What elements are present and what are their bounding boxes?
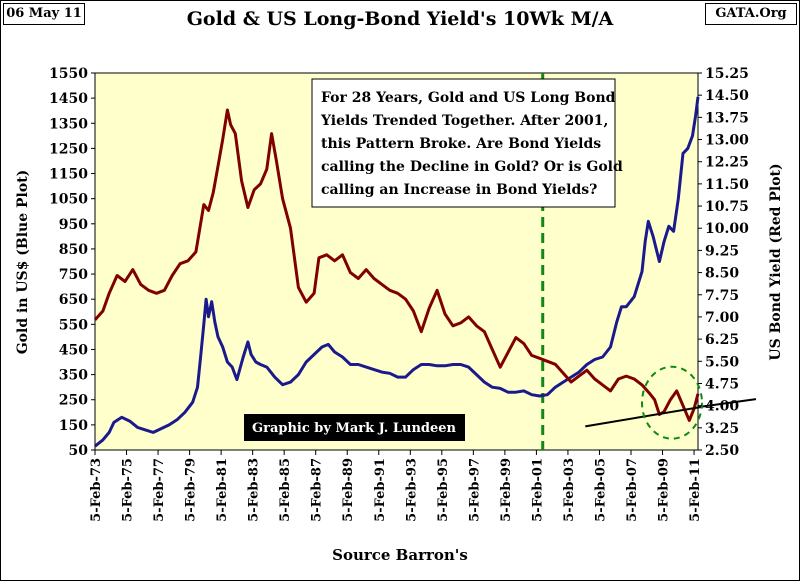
x-tick-label: 5-Feb-05: [593, 458, 608, 522]
y-tick-label-left: 450: [59, 342, 88, 358]
y-tick-label-right: 4.00: [705, 399, 739, 415]
y-tick-label-left: 1050: [49, 192, 88, 208]
y-tick-label-left: 1150: [49, 167, 88, 183]
highlight-circle: [640, 365, 703, 440]
annotation-line: Yields Trended Together. After 2001,: [320, 113, 608, 129]
x-tick-label: 5-Feb-83: [247, 458, 262, 522]
y-tick-label-right: 8.50: [705, 266, 739, 282]
x-axis-label: Source Barron's: [332, 546, 468, 564]
credit-text: Graphic by Mark J. Lundeen: [252, 421, 457, 436]
x-tick-label: 5-Feb-95: [436, 458, 451, 522]
annotation-line: For 28 Years, Gold and US Long Bond: [321, 90, 616, 106]
y-tick-label-right: 13.75: [705, 110, 749, 126]
source-tag: GATA.Org: [705, 3, 797, 25]
bond-yield-line: [93, 108, 700, 422]
x-tick-label: 5-Feb-85: [278, 458, 293, 522]
y-tick-label-right: 10.75: [705, 199, 749, 215]
y-tick-label-left: 1450: [49, 91, 88, 107]
chart-title: Gold & US Long-Bond Yield's 10Wk M/A: [186, 8, 614, 30]
y-tick-label-right: 5.50: [705, 354, 739, 370]
x-tick-label: 5-Feb-01: [530, 458, 545, 522]
credit-banner: [244, 414, 465, 441]
y-tick-label-right: 14.50: [705, 88, 749, 104]
y-tick-label-left: 850: [59, 242, 88, 258]
x-tick-label: 5-Feb-11: [688, 458, 703, 522]
x-tick-label: 5-Feb-97: [467, 458, 482, 522]
y-tick-label-left: 1350: [49, 116, 88, 132]
y-tick-label-left: 50: [69, 443, 89, 459]
y-tick-label-left: 1550: [49, 66, 88, 82]
y-tick-label-right: 9.25: [705, 243, 739, 259]
x-tick-label: 5-Feb-99: [499, 458, 514, 522]
x-tick-label: 5-Feb-03: [562, 458, 577, 522]
y-tick-label-right: 3.25: [705, 421, 739, 437]
x-tick-label: 5-Feb-09: [657, 458, 672, 522]
yield-trendline-extension: [697, 398, 757, 409]
annotation-box: [311, 78, 616, 208]
x-tick-label: 5-Feb-73: [89, 458, 104, 522]
y-tick-label-left: 350: [59, 368, 88, 384]
y-tick-label-left: 750: [59, 267, 88, 283]
y-tick-label-left: 250: [59, 393, 88, 409]
x-tick-label: 5-Feb-79: [184, 458, 199, 522]
y-tick-label-left: 550: [59, 317, 88, 333]
y-tick-label-right: 4.75: [705, 376, 739, 392]
y-axis-right-label: US Bond Yield (Red Plot): [768, 163, 784, 360]
x-tick-label: 5-Feb-87: [310, 458, 325, 522]
y-tick-label-right: 15.25: [705, 66, 749, 82]
date-label: 06 May 11: [3, 3, 85, 25]
x-tick-label: 5-Feb-77: [152, 458, 167, 522]
annotation-text: For 28 Years, Gold and US Long Bond Yiel…: [320, 90, 628, 198]
y-tick-label-right: 10.00: [705, 221, 749, 237]
annotation-line: this Pattern Broke. Are Bond Yields: [321, 136, 601, 152]
x-tick-label: 5-Feb-07: [625, 458, 640, 522]
yield-trendline: [585, 406, 701, 428]
y-tick-label-right: 7.00: [705, 310, 739, 326]
annotation-line: calling the Decline in Gold? Or is Gold: [321, 159, 623, 175]
x-tick-label: 5-Feb-91: [373, 458, 388, 522]
y-tick-label-right: 6.25: [705, 332, 739, 348]
y-tick-label-left: 1250: [49, 141, 88, 157]
y-tick-label-right: 7.75: [705, 288, 739, 304]
y-tick-label-left: 650: [59, 292, 88, 308]
x-tick-label: 5-Feb-81: [215, 458, 230, 522]
x-tick-label: 5-Feb-93: [404, 458, 419, 522]
y-tick-label-right: 11.50: [705, 177, 749, 193]
y-tick-label-left: 150: [59, 418, 88, 434]
y-axis-left-label: Gold in US$ (Blue Plot): [15, 170, 31, 355]
gold-price-line: [94, 96, 700, 448]
y-tick-label-right: 2.50: [705, 443, 739, 459]
x-tick-label: 5-Feb-89: [341, 458, 356, 522]
y-tick-label-left: 950: [59, 217, 88, 233]
annotation-line: calling an Increase in Bond Yields?: [321, 182, 597, 198]
y-tick-label-right: 13.00: [705, 133, 749, 149]
x-tick-label: 5-Feb-75: [121, 458, 136, 522]
y-tick-label-right: 12.25: [705, 155, 749, 171]
